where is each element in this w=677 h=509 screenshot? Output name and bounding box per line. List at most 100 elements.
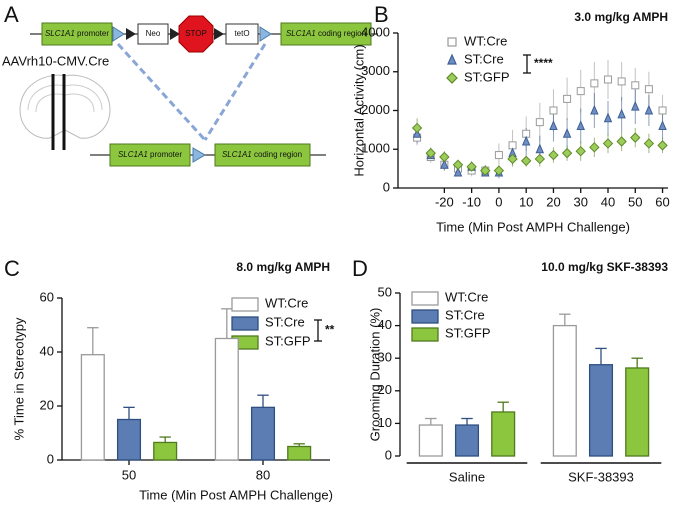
- data-point: [411, 122, 423, 134]
- y-tick-label: 4000: [361, 24, 390, 39]
- panel-letter: A: [4, 2, 19, 27]
- data-point: [616, 136, 627, 147]
- significance: **: [325, 323, 335, 337]
- data-point: [576, 87, 585, 96]
- legend-label: ST:Cre: [265, 314, 305, 329]
- bar: [625, 367, 650, 457]
- coding-label: SLC1A1 coding region: [222, 150, 302, 159]
- data-point: [631, 81, 640, 90]
- coding-box: [280, 22, 372, 46]
- legend-swatch: [411, 327, 439, 342]
- legend-marker: [447, 53, 457, 65]
- bar: [214, 337, 239, 461]
- panel-letter: B: [374, 2, 389, 27]
- x-tick-label: -10: [462, 194, 481, 209]
- legend-label: WT:Cre: [265, 295, 308, 310]
- neo-label: Neo: [146, 29, 161, 38]
- bar: [116, 418, 142, 461]
- y-tick-label: 3000: [361, 63, 390, 78]
- legend-label: WT:Cre: [464, 33, 507, 48]
- legend-label: ST:Cre: [464, 51, 504, 66]
- data-point: [576, 120, 585, 130]
- legend-label: ST:GFP: [445, 325, 491, 340]
- data-point: [548, 149, 559, 161]
- data-point: [563, 94, 572, 103]
- data-point: [658, 106, 667, 115]
- bar: [491, 411, 516, 457]
- gene: SLC1A1: [118, 150, 148, 159]
- x-axis-label: Time (Min Post AMPH Challenge): [139, 487, 333, 502]
- panel-letter: C: [4, 256, 20, 281]
- data-point: [589, 142, 600, 153]
- x-tick-label: 10: [519, 194, 533, 209]
- frt: [170, 28, 180, 40]
- significance: ****: [534, 56, 553, 70]
- element: promoter: [150, 150, 182, 159]
- data-point: [617, 77, 626, 86]
- bar: [287, 445, 312, 461]
- x-tick-label: 40: [601, 194, 615, 209]
- data-point: [549, 106, 558, 115]
- frt: [214, 28, 224, 40]
- bar: [80, 354, 105, 461]
- data-point: [425, 147, 436, 159]
- loxp: [192, 147, 206, 163]
- y-tick-label: 40: [378, 317, 392, 332]
- data-point: [507, 153, 518, 165]
- data-point: [603, 112, 613, 123]
- bar: [588, 364, 614, 457]
- data-point: [549, 120, 558, 130]
- virus-label: AAVrh10-CMV.Cre: [2, 53, 109, 68]
- legend-swatch: [411, 291, 439, 306]
- y-tick-label: 30: [378, 350, 392, 365]
- legend-label: ST:GFP: [464, 69, 510, 84]
- y-axis-label: Horizontal Activity (cm): [351, 44, 366, 176]
- chart-title: 8.0 mg/kg AMPH: [236, 260, 330, 274]
- data-point: [657, 140, 668, 151]
- loxp: [112, 26, 125, 42]
- data-point: [602, 138, 614, 149]
- legend-marker: [446, 72, 458, 84]
- x-tick-label: 30: [573, 194, 587, 209]
- data-point: [644, 104, 654, 115]
- panel-a: A SLC1A1 promoter Neo STOP tetO SLC1A1 c…: [2, 2, 378, 167]
- legend-marker: [447, 37, 457, 47]
- data-point: [562, 128, 572, 138]
- stop-sign: [178, 15, 214, 53]
- data-point: [520, 155, 532, 167]
- legend-label: ST:GFP: [265, 333, 311, 348]
- coding-box: [214, 143, 311, 167]
- data-point: [617, 108, 626, 119]
- promoter-box: [109, 143, 191, 167]
- y-axis-label: % Time in Stereotypy: [11, 317, 26, 440]
- recombination-line: [203, 43, 267, 141]
- x-tick-label: 60: [655, 194, 669, 209]
- y-tick-label: 0: [385, 447, 392, 462]
- data-point: [630, 132, 641, 143]
- y-tick-label: 20: [40, 397, 54, 412]
- x-tick-label: 20: [546, 194, 560, 209]
- gene: SLC1A1: [45, 29, 75, 38]
- x-tick-label: -20: [435, 194, 454, 209]
- frt: [126, 28, 136, 40]
- element: coding region: [318, 29, 366, 38]
- data-point: [535, 118, 544, 127]
- coding-label: SLC1A1 coding region: [286, 29, 366, 38]
- legend-label: ST:Cre: [445, 307, 485, 322]
- x-tick-label: Saline: [449, 469, 485, 484]
- data-point: [452, 159, 464, 170]
- stop-label: STOP: [185, 29, 207, 38]
- x-axis-label: Time (Min Post AMPH Challenge): [436, 219, 630, 234]
- data-point: [631, 100, 640, 111]
- y-tick-label: 20: [378, 382, 392, 397]
- y-tick-label: 10: [378, 415, 392, 430]
- promoter-box: [41, 22, 113, 46]
- gene: SLC1A1: [286, 29, 316, 38]
- y-tick-label: 0: [383, 179, 390, 194]
- y-tick-label: 40: [40, 343, 54, 358]
- data-point: [604, 75, 612, 84]
- data-point: [561, 147, 573, 159]
- bar: [454, 424, 480, 457]
- data-point: [493, 165, 505, 176]
